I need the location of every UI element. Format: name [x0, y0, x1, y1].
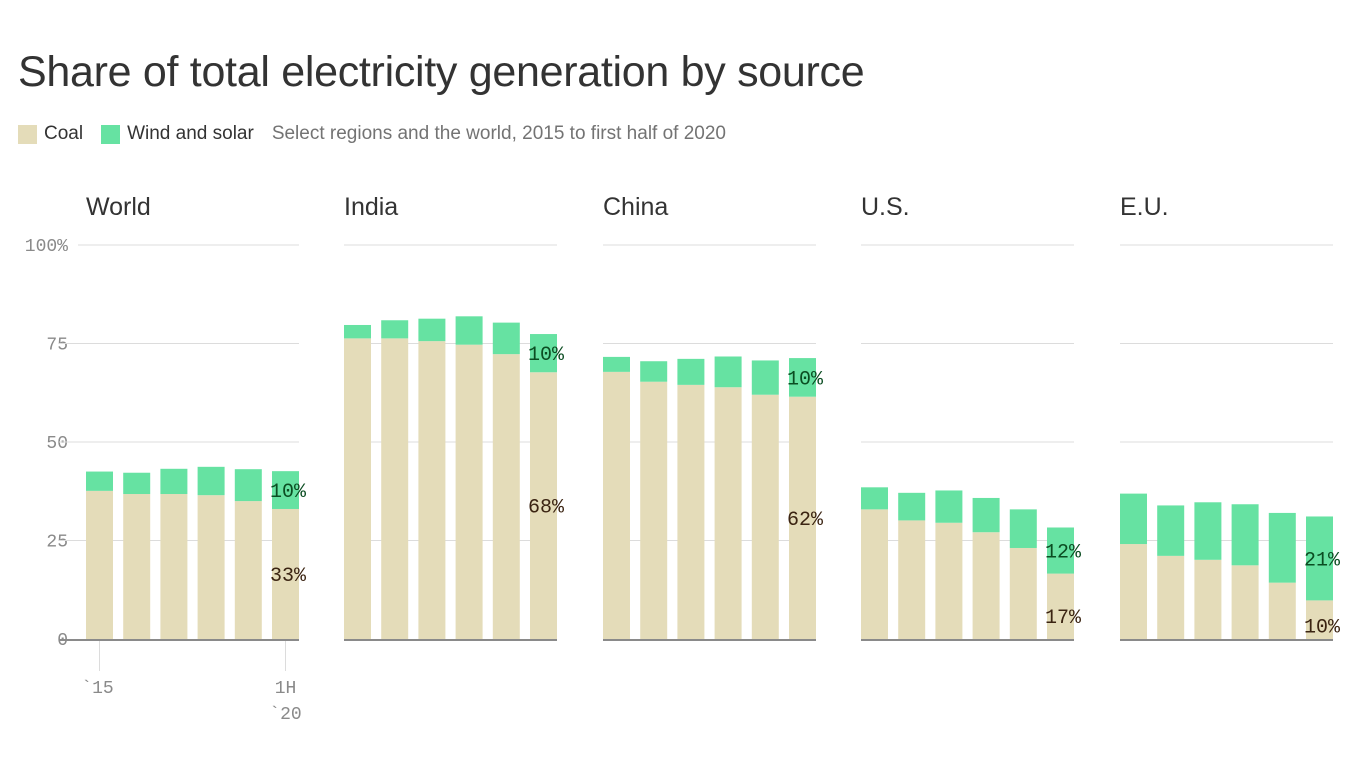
x-tick-label: `20 [269, 705, 301, 725]
bar-coal-2015 [86, 490, 113, 639]
bar-wind-solar-2017 [1194, 502, 1222, 560]
bar-coal-2016 [898, 520, 926, 639]
bar-coal-2017 [160, 494, 188, 639]
bar-coal-2015 [344, 338, 371, 639]
bar-wind-solar-2016 [381, 320, 409, 339]
legend-label-coal: Coal [44, 123, 84, 144]
coal-value-label: 62% [787, 509, 824, 532]
bar-wind-solar-2016 [1157, 505, 1185, 556]
bar-wind-solar-2015 [603, 356, 630, 372]
bar-coal-2019 [751, 394, 779, 639]
wind-solar-value-label: 21% [1304, 549, 1341, 572]
bar-coal-2016 [640, 381, 668, 639]
bar-coal-2019 [1009, 547, 1037, 639]
wind-solar-value-label: 10% [270, 481, 307, 504]
chart-subtitle: Select regions and the world, 2015 to fi… [271, 123, 726, 144]
bar-coal-2018 [197, 495, 225, 639]
bar-wind-solar-2019 [1009, 509, 1037, 548]
bar-wind-solar-1H-2020 [789, 358, 816, 397]
y-tick-label: 75 [46, 336, 68, 356]
bar-wind-solar-2017 [935, 490, 963, 523]
bar-wind-solar-1H-2020 [1047, 527, 1074, 574]
wind-solar-value-label: 10% [528, 344, 565, 367]
panel-china: China 10% 62% [603, 193, 824, 641]
bar-coal-1H-2020 [1306, 600, 1333, 639]
bar-wind-solar-1H-2020 [530, 334, 557, 373]
panel-us: U.S. 12% 17% [861, 193, 1082, 641]
bar-wind-solar-2017 [677, 358, 705, 385]
y-tick-label: 50 [46, 434, 68, 454]
legend-item-coal: Coal [18, 123, 83, 145]
coal-value-label: 17% [1045, 607, 1082, 630]
legend: Coal Wind and solar Select regions and t… [18, 122, 726, 146]
x-tick-label: 1H [275, 679, 297, 699]
panel-title: U.S. [861, 193, 910, 221]
wind-solar-swatch-icon [101, 124, 121, 144]
wind-solar-value-label: 10% [787, 368, 824, 391]
coal-swatch-icon [18, 124, 37, 144]
panel-title: E.U. [1120, 193, 1169, 221]
bar-coal-2016 [1157, 555, 1185, 639]
panel-world: World 10% 33% `15 1H `20 [59, 193, 307, 725]
bar-coal-2015 [603, 371, 630, 639]
panel-eu: E.U. 21% 10% [1120, 193, 1341, 641]
bar-coal-2016 [123, 494, 151, 639]
bar-wind-solar-1H-2020 [272, 471, 299, 509]
bar-wind-solar-2018 [972, 497, 1000, 533]
bar-wind-solar-2016 [640, 361, 668, 382]
bar-coal-2015 [861, 509, 888, 639]
panel-india: India 10% 68% [344, 193, 565, 641]
bar-wind-solar-2018 [1231, 504, 1259, 566]
panel-title: China [603, 193, 668, 221]
bar-wind-solar-1H-2020 [1306, 516, 1333, 601]
y-tick-label: 100% [25, 237, 68, 257]
panel-title: World [86, 193, 151, 221]
bar-coal-2018 [972, 532, 1000, 639]
bar-coal-2015 [1120, 544, 1147, 639]
bar-wind-solar-2019 [751, 360, 779, 395]
coal-value-label: 68% [528, 497, 565, 520]
y-tick-label: 25 [46, 533, 68, 553]
bar-coal-2017 [677, 384, 705, 639]
bar-wind-solar-2015 [86, 471, 113, 491]
bar-coal-1H-2020 [530, 372, 557, 639]
x-tick-label: `15 [81, 679, 113, 699]
bar-coal-2016 [381, 338, 409, 639]
bar-coal-2018 [714, 387, 742, 639]
bar-coal-2019 [492, 354, 520, 639]
bar-coal-2019 [1268, 582, 1296, 639]
coal-value-label: 10% [1304, 616, 1341, 639]
bar-wind-solar-2015 [861, 487, 888, 510]
chart-title: Share of total electricity generation by… [18, 48, 865, 96]
coal-value-label: 33% [270, 565, 307, 588]
bar-coal-2017 [935, 522, 963, 639]
bar-wind-solar-2016 [123, 472, 151, 495]
bar-coal-1H-2020 [272, 508, 299, 639]
bar-wind-solar-2018 [197, 466, 225, 496]
bar-coal-2018 [455, 344, 483, 639]
bar-wind-solar-2018 [455, 316, 483, 345]
bar-coal-2019 [234, 501, 262, 639]
bar-wind-solar-2015 [344, 324, 371, 339]
bar-wind-solar-2015 [1120, 493, 1147, 545]
bar-wind-solar-2017 [160, 468, 188, 495]
bar-coal-1H-2020 [1047, 573, 1074, 639]
bar-coal-2017 [418, 341, 446, 639]
wind-solar-value-label: 12% [1045, 542, 1082, 565]
bar-wind-solar-2018 [714, 356, 742, 388]
bar-coal-2018 [1231, 565, 1259, 639]
bar-wind-solar-2019 [1268, 512, 1296, 583]
bar-wind-solar-2019 [492, 322, 520, 355]
panel-title: India [344, 193, 398, 221]
bar-wind-solar-2019 [234, 469, 262, 502]
legend-label-wind-solar: Wind and solar [127, 123, 254, 144]
bar-coal-1H-2020 [789, 396, 816, 639]
bar-wind-solar-2016 [898, 492, 926, 521]
legend-item-wind-solar: Wind and solar [101, 123, 254, 145]
bar-wind-solar-2017 [418, 318, 446, 342]
bar-coal-2017 [1194, 559, 1222, 639]
